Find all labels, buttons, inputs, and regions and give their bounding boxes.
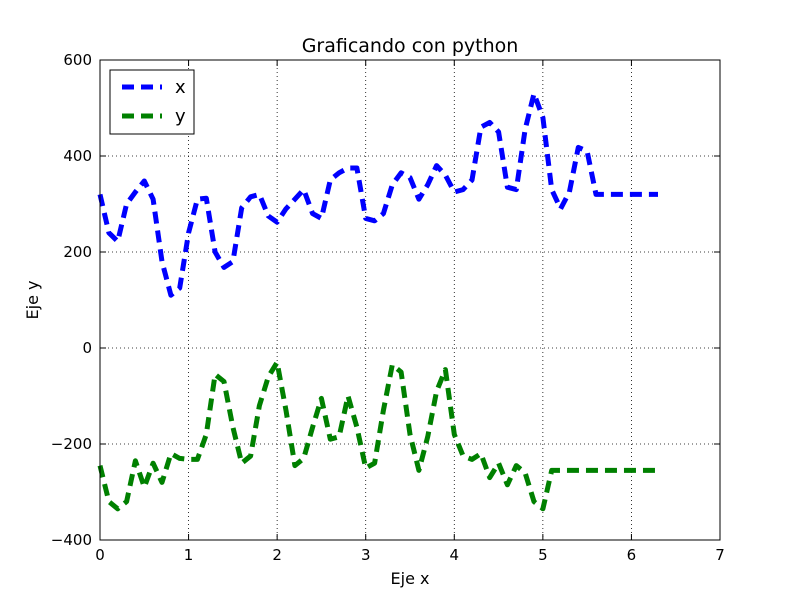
legend: x y [109, 69, 195, 135]
y-tick-label: −200 [51, 435, 92, 453]
x-axis-title: Eje x [391, 569, 430, 588]
legend-label-x: x [175, 77, 186, 98]
x-tick-label: 6 [627, 546, 637, 564]
x-tick-label: 2 [272, 546, 282, 564]
plot-frame [99, 59, 721, 541]
x-tick-label: 4 [450, 546, 460, 564]
y-tick-label: 200 [63, 243, 92, 261]
x-tick-label: 1 [184, 546, 194, 564]
axis-ticks: 0 1 2 3 4 5 6 7 −400 −200 0 200 400 600 [51, 51, 725, 564]
chart-title: Graficando con python [302, 35, 519, 57]
x-tick-label: 3 [361, 546, 371, 564]
series-line-x [97, 91, 658, 298]
y-tick-label: 600 [63, 51, 92, 69]
y-tick-label: 400 [63, 147, 92, 165]
series-lines [97, 91, 658, 512]
y-tick-label: 0 [82, 339, 92, 357]
legend-label-y: y [175, 106, 186, 127]
x-tick-label: 7 [715, 546, 725, 564]
x-tick-label: 5 [538, 546, 548, 564]
series-line-y [97, 359, 658, 512]
y-tick-label: −400 [51, 531, 92, 549]
grid-lines [100, 60, 720, 540]
y-axis-title: Eje y [23, 281, 42, 320]
legend-box [109, 69, 195, 135]
x-tick-label: 0 [95, 546, 105, 564]
